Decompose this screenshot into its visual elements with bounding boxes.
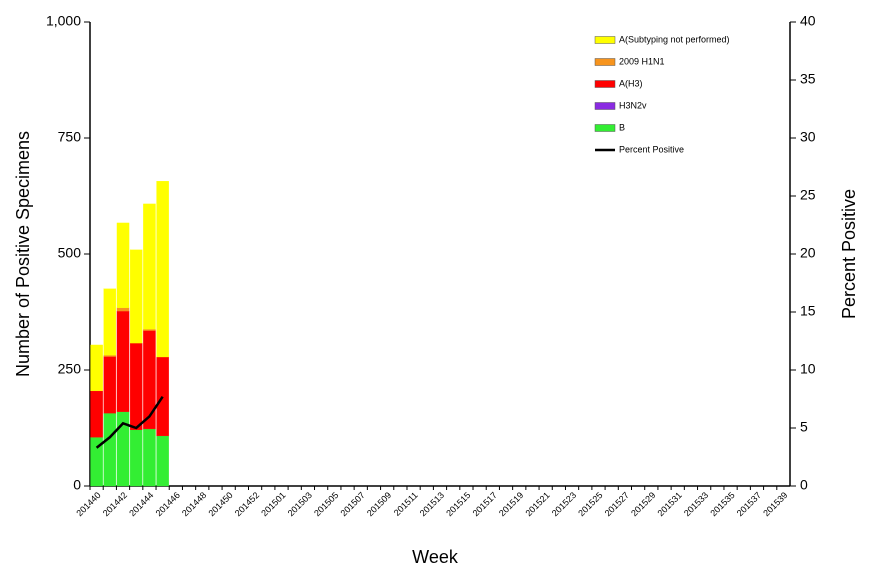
- x-tick-label: 201515: [444, 490, 472, 518]
- bar-segment: [116, 310, 130, 412]
- bar-segment: [103, 413, 117, 487]
- y2-tick-label: 0: [800, 477, 808, 493]
- legend-swatch: [594, 36, 616, 44]
- y-axis-label: Number of Positive Specimens: [13, 131, 33, 377]
- bar-segment: [143, 428, 156, 487]
- x-tick-label: 201505: [312, 490, 340, 518]
- bar-segment: [116, 222, 130, 308]
- legend-label: A(H3): [619, 78, 643, 88]
- bar-segment: [103, 288, 117, 356]
- bar-segment: [103, 355, 117, 357]
- y2-tick-label: 30: [800, 129, 816, 145]
- x-tick-label: 201501: [259, 490, 287, 518]
- x-tick-label: 201533: [682, 490, 710, 518]
- y2-tick-label: 10: [800, 361, 816, 377]
- y2-tick-label: 5: [800, 419, 808, 435]
- x-tick-label: 201523: [550, 490, 578, 518]
- legend-swatch: [594, 102, 616, 110]
- x-tick-label: 201509: [365, 490, 393, 518]
- x-tick-label: 201452: [233, 490, 261, 518]
- y-tick-label: 750: [58, 129, 82, 145]
- x-tick-label: 201507: [339, 490, 367, 518]
- y-tick-label: 1,000: [46, 13, 81, 29]
- bar-segment: [130, 342, 143, 431]
- x-tick-label: 201527: [603, 490, 631, 518]
- bar-segment: [156, 435, 169, 487]
- x-tick-label: 201531: [656, 490, 684, 518]
- bar-segment: [130, 429, 143, 487]
- x-tick-label: 201521: [523, 490, 551, 518]
- bar-segment: [130, 249, 143, 344]
- bar-segment: [143, 203, 156, 330]
- y2-axis-label: Percent Positive: [839, 189, 859, 319]
- x-tick-label: 201450: [206, 490, 234, 518]
- y2-tick-label: 20: [800, 245, 816, 261]
- y2-tick-label: 40: [800, 13, 816, 29]
- y-tick-label: 250: [58, 361, 82, 377]
- x-tick-label: 201511: [392, 490, 420, 518]
- legend-swatch: [594, 80, 616, 88]
- bar-segment: [116, 307, 130, 312]
- x-tick-label: 201503: [286, 490, 314, 518]
- x-tick-label: 201517: [471, 490, 499, 518]
- legend-label: 2009 H1N1: [619, 56, 665, 66]
- bar-segment: [90, 344, 103, 392]
- x-axis-label: Week: [412, 547, 459, 567]
- bar-segment: [90, 390, 103, 438]
- x-tick-label: 201539: [761, 490, 789, 518]
- bar-segment: [156, 181, 169, 358]
- y2-tick-label: 25: [800, 187, 816, 203]
- y2-tick-label: 15: [800, 303, 816, 319]
- x-tick-label: 201535: [708, 490, 736, 518]
- x-tick-label: 201513: [418, 490, 446, 518]
- legend-label: A(Subtyping not performed): [619, 34, 730, 44]
- x-tick-label: 201525: [576, 490, 604, 518]
- x-tick-label: 201444: [127, 490, 155, 518]
- legend-swatch: [594, 124, 616, 132]
- x-tick-label: 201442: [101, 490, 129, 518]
- y-tick-label: 500: [58, 245, 82, 261]
- y2-tick-label: 35: [800, 71, 816, 87]
- bar-segment: [143, 329, 156, 331]
- x-tick-label: 201440: [74, 490, 102, 518]
- bar-segment: [103, 356, 117, 414]
- percent-line: [95, 395, 164, 449]
- x-tick-label: 201529: [629, 490, 657, 518]
- x-tick-label: 201537: [735, 490, 763, 518]
- bar-segment: [156, 356, 169, 437]
- y-tick-label: 0: [73, 477, 81, 493]
- legend-label: B: [619, 122, 625, 132]
- x-tick-label: 201448: [180, 490, 208, 518]
- legend-label: H3N2v: [619, 100, 647, 110]
- x-tick-label: 201519: [497, 490, 525, 518]
- x-tick-label: 201446: [154, 490, 182, 518]
- legend-swatch: [594, 58, 616, 66]
- legend-label: Percent Positive: [619, 144, 684, 154]
